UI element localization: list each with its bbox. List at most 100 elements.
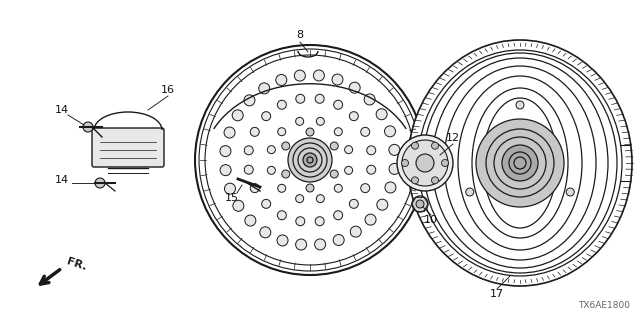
Circle shape [282, 142, 290, 150]
Circle shape [296, 239, 307, 250]
Ellipse shape [418, 50, 622, 276]
Circle shape [220, 146, 231, 156]
Circle shape [262, 112, 271, 121]
Circle shape [278, 184, 285, 192]
Circle shape [278, 128, 285, 136]
Circle shape [307, 157, 313, 163]
Text: 14: 14 [55, 105, 69, 115]
Circle shape [250, 184, 259, 193]
Circle shape [316, 117, 324, 125]
Circle shape [83, 122, 93, 132]
Circle shape [514, 157, 526, 169]
FancyBboxPatch shape [92, 128, 164, 167]
Circle shape [195, 45, 425, 275]
Text: 17: 17 [490, 289, 504, 299]
Circle shape [431, 177, 438, 184]
Circle shape [296, 195, 303, 203]
Circle shape [412, 196, 428, 212]
Circle shape [330, 142, 339, 150]
Circle shape [294, 70, 305, 81]
Circle shape [332, 74, 343, 85]
Circle shape [442, 159, 449, 166]
Circle shape [344, 166, 353, 174]
Text: 14: 14 [55, 175, 69, 185]
Circle shape [486, 129, 554, 197]
Circle shape [367, 165, 376, 174]
Circle shape [296, 94, 305, 103]
Circle shape [244, 165, 253, 174]
Circle shape [315, 239, 326, 250]
Text: TX6AE1800: TX6AE1800 [578, 301, 630, 310]
Circle shape [397, 135, 453, 191]
Circle shape [566, 188, 574, 196]
Text: FR.: FR. [65, 256, 88, 272]
Text: 8: 8 [296, 30, 303, 40]
Circle shape [315, 94, 324, 103]
Circle shape [349, 82, 360, 93]
Circle shape [303, 153, 317, 167]
Circle shape [232, 110, 243, 121]
Circle shape [293, 143, 327, 177]
Circle shape [349, 199, 358, 208]
Text: 15: 15 [225, 193, 239, 203]
Circle shape [260, 227, 271, 238]
Circle shape [361, 127, 370, 136]
Circle shape [364, 94, 375, 105]
Circle shape [333, 211, 342, 220]
Circle shape [344, 146, 353, 154]
Circle shape [277, 100, 286, 109]
Circle shape [401, 159, 408, 166]
Circle shape [431, 142, 438, 149]
Circle shape [276, 75, 287, 85]
Circle shape [268, 166, 275, 174]
Circle shape [389, 144, 400, 155]
Circle shape [282, 170, 290, 178]
Circle shape [315, 217, 324, 226]
Circle shape [334, 128, 342, 136]
Ellipse shape [408, 40, 632, 286]
Circle shape [233, 200, 244, 211]
Circle shape [306, 184, 314, 192]
Circle shape [389, 164, 400, 174]
Circle shape [376, 109, 387, 120]
Text: 10: 10 [424, 215, 438, 225]
Circle shape [509, 152, 531, 174]
Circle shape [95, 178, 105, 188]
Ellipse shape [408, 40, 632, 286]
Circle shape [412, 142, 419, 149]
Circle shape [385, 182, 396, 193]
Circle shape [416, 200, 424, 208]
Circle shape [245, 215, 256, 226]
Circle shape [412, 177, 419, 184]
Circle shape [333, 235, 344, 245]
Circle shape [334, 184, 342, 192]
Circle shape [476, 119, 564, 207]
Circle shape [349, 112, 358, 121]
Circle shape [494, 137, 546, 189]
Circle shape [250, 127, 259, 136]
Circle shape [262, 199, 271, 208]
Circle shape [220, 165, 231, 176]
Circle shape [365, 214, 376, 225]
Circle shape [296, 117, 303, 125]
Circle shape [361, 184, 370, 193]
Circle shape [416, 154, 434, 172]
Circle shape [377, 199, 388, 210]
Circle shape [288, 138, 332, 182]
Circle shape [314, 70, 324, 81]
Circle shape [385, 126, 396, 137]
Circle shape [296, 217, 305, 226]
Circle shape [277, 235, 288, 246]
Circle shape [244, 95, 255, 106]
Circle shape [268, 146, 275, 154]
Circle shape [466, 188, 474, 196]
Circle shape [225, 183, 236, 194]
Circle shape [224, 127, 235, 138]
Text: 12: 12 [446, 133, 460, 143]
Circle shape [516, 101, 524, 109]
Circle shape [330, 170, 339, 178]
Circle shape [316, 195, 324, 203]
Circle shape [298, 148, 322, 172]
Circle shape [333, 100, 342, 109]
Circle shape [277, 211, 286, 220]
